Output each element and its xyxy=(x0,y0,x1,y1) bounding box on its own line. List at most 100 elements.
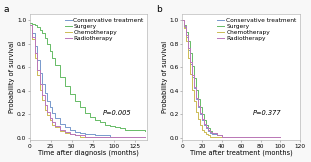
Conservative treatment xyxy=(198,113,202,115)
Conservative treatment xyxy=(180,19,184,21)
Chemotherapy xyxy=(196,118,200,120)
Radiotherapy xyxy=(183,25,186,27)
Radiotherapy xyxy=(114,136,117,138)
Surgery xyxy=(202,119,206,121)
Radiotherapy xyxy=(144,136,147,138)
Radiotherapy xyxy=(184,35,188,36)
Surgery xyxy=(220,136,223,138)
Conservative treatment xyxy=(188,63,192,65)
Radiotherapy xyxy=(259,136,262,138)
Conservative treatment xyxy=(210,133,214,135)
Radiotherapy xyxy=(220,136,223,138)
Chemotherapy xyxy=(190,89,194,91)
Radiotherapy xyxy=(123,136,127,138)
Surgery xyxy=(28,22,31,23)
Legend: Conservative treatment, Surgery, Chemotherapy, Radiotherapy: Conservative treatment, Surgery, Chemoth… xyxy=(64,17,144,41)
Conservative treatment xyxy=(63,126,67,128)
Conservative treatment xyxy=(190,76,194,78)
Text: b: b xyxy=(156,6,162,14)
Surgery xyxy=(63,85,67,87)
Line: Chemotherapy: Chemotherapy xyxy=(30,25,146,137)
Chemotherapy xyxy=(180,19,184,21)
Conservative treatment xyxy=(50,112,54,114)
Chemotherapy xyxy=(40,99,44,101)
Chemotherapy xyxy=(204,133,208,135)
Chemotherapy xyxy=(128,136,132,138)
Radiotherapy xyxy=(249,136,253,138)
Chemotherapy xyxy=(48,119,52,121)
Radiotherapy xyxy=(208,131,212,133)
Conservative treatment xyxy=(202,124,206,126)
Chemotherapy xyxy=(210,136,214,138)
Surgery xyxy=(192,77,196,79)
Surgery xyxy=(204,124,208,126)
Radiotherapy xyxy=(38,83,42,85)
Chemotherapy xyxy=(50,124,54,126)
Radiotherapy xyxy=(200,118,204,120)
X-axis label: Time after treatment (months): Time after treatment (months) xyxy=(190,150,293,156)
Chemotherapy xyxy=(269,136,272,138)
Radiotherapy xyxy=(139,136,142,138)
Surgery xyxy=(188,52,192,54)
Chemotherapy xyxy=(192,100,196,102)
Conservative treatment xyxy=(30,32,34,34)
Conservative treatment xyxy=(206,130,210,132)
Radiotherapy xyxy=(83,136,87,138)
Radiotherapy xyxy=(206,128,210,130)
Chemotherapy xyxy=(33,57,37,59)
Conservative treatment xyxy=(239,136,243,138)
Conservative treatment xyxy=(28,24,31,26)
X-axis label: Time after diagnosis (months): Time after diagnosis (months) xyxy=(38,150,139,156)
Conservative treatment xyxy=(204,127,208,129)
Chemotherapy xyxy=(239,136,243,138)
Surgery xyxy=(200,113,204,115)
Chemotherapy xyxy=(194,111,198,113)
Chemotherapy xyxy=(63,132,67,134)
Conservative treatment xyxy=(186,49,190,51)
Legend: Conservative treatment, Surgery, Chemotherapy, Radiotherapy: Conservative treatment, Surgery, Chemoth… xyxy=(217,17,297,41)
Chemotherapy xyxy=(58,130,62,132)
Radiotherapy xyxy=(58,128,62,130)
Text: a: a xyxy=(4,6,9,14)
Chemotherapy xyxy=(108,136,112,138)
Line: Conservative treatment: Conservative treatment xyxy=(30,25,146,137)
Surgery xyxy=(108,125,112,127)
Chemotherapy xyxy=(188,73,192,75)
Conservative treatment xyxy=(194,98,198,100)
Conservative treatment xyxy=(53,117,57,119)
Radiotherapy xyxy=(63,131,67,133)
Conservative treatment xyxy=(278,136,282,138)
Conservative treatment xyxy=(88,133,92,135)
Surgery xyxy=(133,128,137,130)
Chemotherapy xyxy=(259,136,262,138)
Conservative treatment xyxy=(139,136,142,138)
Line: Surgery: Surgery xyxy=(30,23,146,131)
Conservative treatment xyxy=(123,136,127,138)
Conservative treatment xyxy=(108,136,112,138)
Radiotherapy xyxy=(230,136,233,138)
Chemotherapy xyxy=(206,134,210,136)
Chemotherapy xyxy=(249,136,253,138)
Text: P=0.005: P=0.005 xyxy=(103,110,131,116)
Surgery xyxy=(35,26,39,28)
Chemotherapy xyxy=(139,136,142,138)
Radiotherapy xyxy=(33,52,37,54)
Chemotherapy xyxy=(30,38,34,40)
Radiotherapy xyxy=(196,105,200,107)
Surgery xyxy=(123,128,127,130)
Radiotherapy xyxy=(188,62,192,64)
Conservative treatment xyxy=(114,136,117,138)
Chemotherapy xyxy=(98,136,102,138)
Conservative treatment xyxy=(118,136,122,138)
Y-axis label: Probability of survival: Probability of survival xyxy=(9,41,16,113)
Conservative treatment xyxy=(98,134,102,136)
Surgery xyxy=(48,50,52,52)
Surgery xyxy=(43,37,47,39)
Surgery xyxy=(194,89,198,91)
Surgery xyxy=(190,65,194,67)
Radiotherapy xyxy=(190,75,194,76)
Surgery xyxy=(206,127,210,129)
Chemotherapy xyxy=(43,109,47,110)
Conservative treatment xyxy=(33,45,37,47)
Surgery xyxy=(208,130,212,132)
